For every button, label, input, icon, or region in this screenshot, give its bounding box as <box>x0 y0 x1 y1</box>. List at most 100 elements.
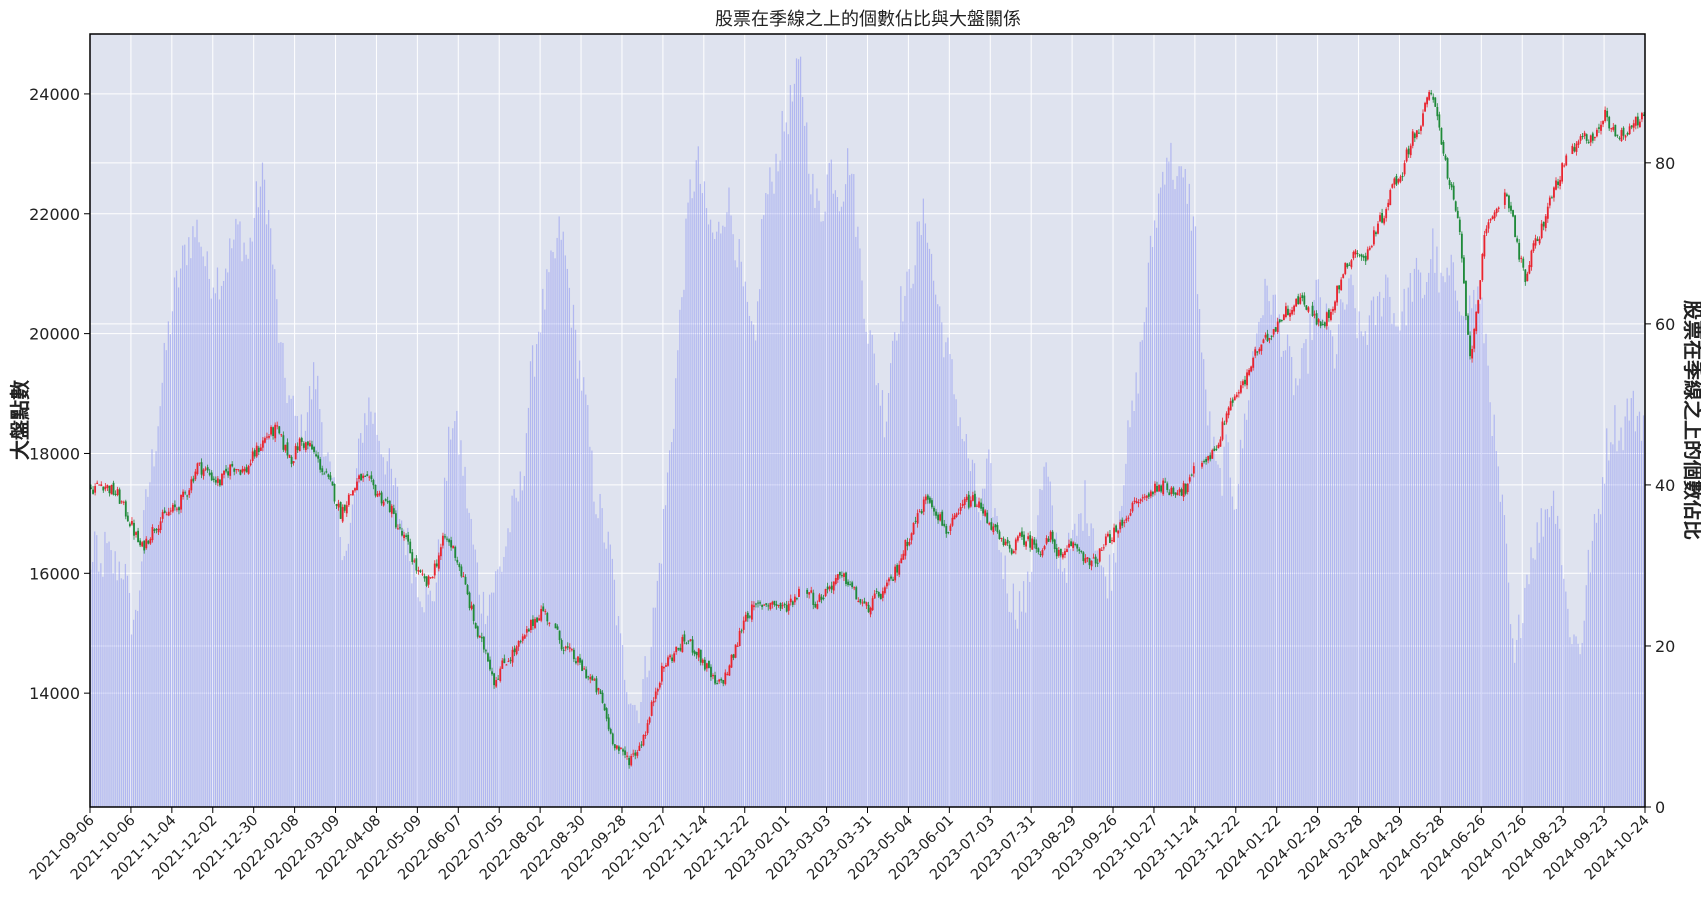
bar <box>300 414 302 807</box>
bar <box>838 211 841 808</box>
candle-body <box>963 499 966 505</box>
bar <box>883 437 886 807</box>
candle-body <box>1612 127 1615 130</box>
candle-body <box>843 573 845 577</box>
bar <box>714 239 716 808</box>
bar <box>693 191 695 807</box>
bar <box>1045 462 1047 807</box>
bar <box>793 83 796 808</box>
candle-body <box>300 438 303 442</box>
candle-body <box>910 533 913 541</box>
candle-body <box>1444 155 1447 160</box>
bar <box>466 508 468 807</box>
bar <box>1262 315 1264 807</box>
candle-body <box>785 604 788 612</box>
bar <box>1561 565 1563 807</box>
candle-body <box>1626 132 1629 135</box>
bar <box>765 193 767 807</box>
bar <box>480 613 483 807</box>
candle-body <box>1082 552 1085 562</box>
candle-body <box>581 660 583 671</box>
bar <box>926 242 929 807</box>
bar <box>360 433 362 807</box>
candle-body <box>1008 544 1011 549</box>
bar <box>1368 315 1371 807</box>
candle-body <box>92 489 94 494</box>
bar <box>585 394 587 807</box>
candle-body <box>1377 223 1379 234</box>
bar <box>1362 336 1364 807</box>
candle-body <box>1536 239 1539 241</box>
bar <box>413 560 415 807</box>
candle-body <box>1215 448 1218 450</box>
candle-body <box>542 606 545 612</box>
bar <box>1462 316 1465 807</box>
candle-body <box>1186 483 1189 493</box>
bar <box>1395 326 1397 807</box>
candle-body <box>108 485 111 494</box>
bar <box>1100 565 1102 807</box>
bar <box>1006 593 1008 807</box>
candle-body <box>392 508 395 514</box>
candle-body <box>1422 113 1424 126</box>
candle-body <box>513 648 516 653</box>
bar <box>1229 477 1231 807</box>
candle-body <box>1147 493 1150 497</box>
candle-body <box>937 514 940 521</box>
bar <box>1591 540 1594 807</box>
candle-body <box>200 462 203 475</box>
candle-body <box>1325 312 1328 327</box>
candle-body <box>701 659 704 663</box>
candle-body <box>607 717 610 730</box>
bar <box>605 548 607 807</box>
bar <box>394 477 397 807</box>
candle-body <box>595 678 598 693</box>
bar <box>624 679 626 807</box>
bar <box>272 264 274 808</box>
candle-body <box>90 487 92 489</box>
candle-body <box>1041 550 1044 556</box>
candle-body <box>1577 141 1580 145</box>
candle-body <box>247 465 250 474</box>
candle-body <box>1636 116 1639 126</box>
candle-body <box>1313 314 1316 316</box>
candle-body <box>376 493 379 497</box>
candle-body <box>859 599 862 603</box>
bar <box>120 578 122 807</box>
candle-body <box>1565 155 1568 166</box>
bar <box>844 184 847 808</box>
bar <box>1579 654 1581 807</box>
bar <box>513 489 515 807</box>
bar <box>1381 316 1383 807</box>
candle-body <box>1133 500 1136 503</box>
candle-body <box>347 494 350 505</box>
bar <box>112 573 114 807</box>
bar <box>887 393 890 807</box>
bar <box>599 493 601 807</box>
candle-body <box>1413 133 1416 139</box>
bar <box>646 677 648 807</box>
bar <box>1610 442 1612 807</box>
bar <box>386 461 388 807</box>
candle-body <box>718 679 721 682</box>
candle-body <box>131 521 133 525</box>
bar <box>726 212 728 807</box>
left-tick-label: 24000 <box>29 85 80 104</box>
candle-body <box>155 528 158 530</box>
bar <box>1518 614 1520 807</box>
candle-body <box>781 605 784 607</box>
bar <box>607 531 609 807</box>
candle-body <box>849 584 852 586</box>
bar <box>435 582 438 807</box>
bar <box>818 200 820 807</box>
bar <box>1068 532 1070 807</box>
bar <box>255 181 257 808</box>
bar <box>358 438 360 807</box>
candle-body <box>1043 546 1046 550</box>
bar <box>425 586 427 807</box>
bar <box>298 451 300 807</box>
candle-body <box>982 507 985 514</box>
bar <box>1065 582 1068 807</box>
candle-body <box>1295 298 1298 307</box>
candle-body <box>908 541 911 545</box>
